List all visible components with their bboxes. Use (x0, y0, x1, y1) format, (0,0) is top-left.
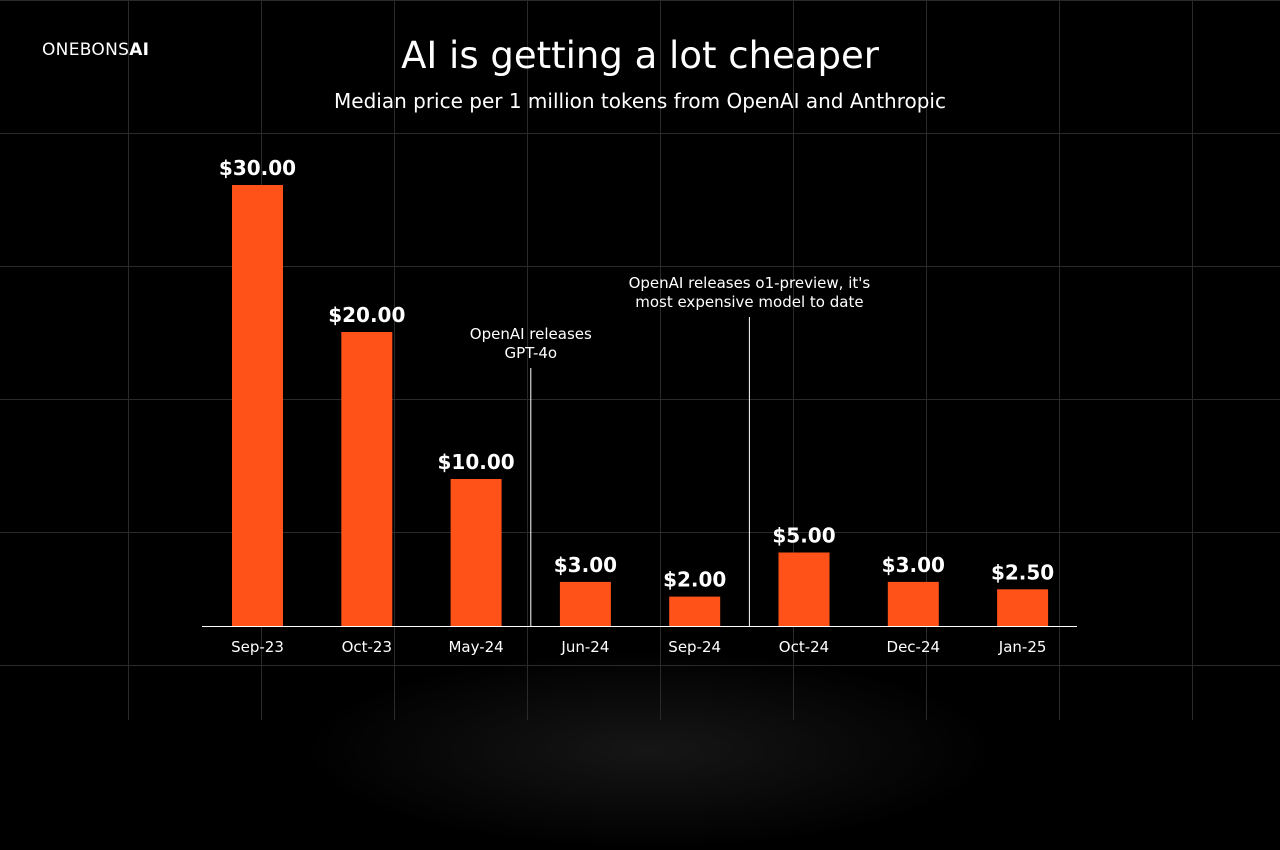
value-label: $20.00 (328, 303, 405, 327)
annotation-text: most expensive model to date (635, 293, 863, 311)
bar-chart: $30.00 Sep-23 $20.00 Oct-23 $10.00 May-24 $3.0… (202, 156, 1077, 656)
value-label: $30.00 (219, 156, 296, 180)
x-tick-label: Sep-23 (231, 638, 284, 656)
bar (341, 332, 393, 626)
value-label: $2.00 (663, 568, 726, 592)
bar (559, 581, 611, 626)
x-tick-label: Jun-24 (560, 638, 609, 656)
bar (778, 552, 830, 626)
brand-logo: ONEBONSAI (42, 40, 149, 60)
value-label: $3.00 (882, 553, 945, 577)
annotation-text: OpenAI releases o1-preview, it's (629, 274, 871, 292)
bar (450, 479, 502, 626)
value-label: $5.00 (772, 524, 835, 548)
logo-prefix: ONEBONS (42, 40, 130, 60)
x-tick-label: Sep-24 (668, 638, 721, 656)
chart-subtitle: Median price per 1 million tokens from O… (334, 89, 946, 113)
bar (887, 581, 939, 626)
bar (997, 589, 1049, 627)
annotation-text: OpenAI releases (470, 325, 592, 343)
annotation-text: GPT-4o (505, 344, 558, 362)
logo-suffix: AI (129, 40, 150, 60)
x-tick-label: Jan-25 (998, 638, 1047, 656)
value-label: $3.00 (554, 553, 617, 577)
value-label: $10.00 (438, 450, 515, 474)
bar (669, 596, 721, 626)
x-tick-label: May-24 (448, 638, 503, 656)
chart-title: AI is getting a lot cheaper (401, 34, 879, 77)
bar (232, 185, 283, 626)
x-tick-label: Oct-23 (342, 638, 392, 656)
x-tick-label: Oct-24 (779, 638, 829, 656)
x-tick-label: Dec-24 (887, 638, 941, 656)
value-label: $2.50 (991, 560, 1054, 584)
background-grid (0, 0, 1280, 720)
